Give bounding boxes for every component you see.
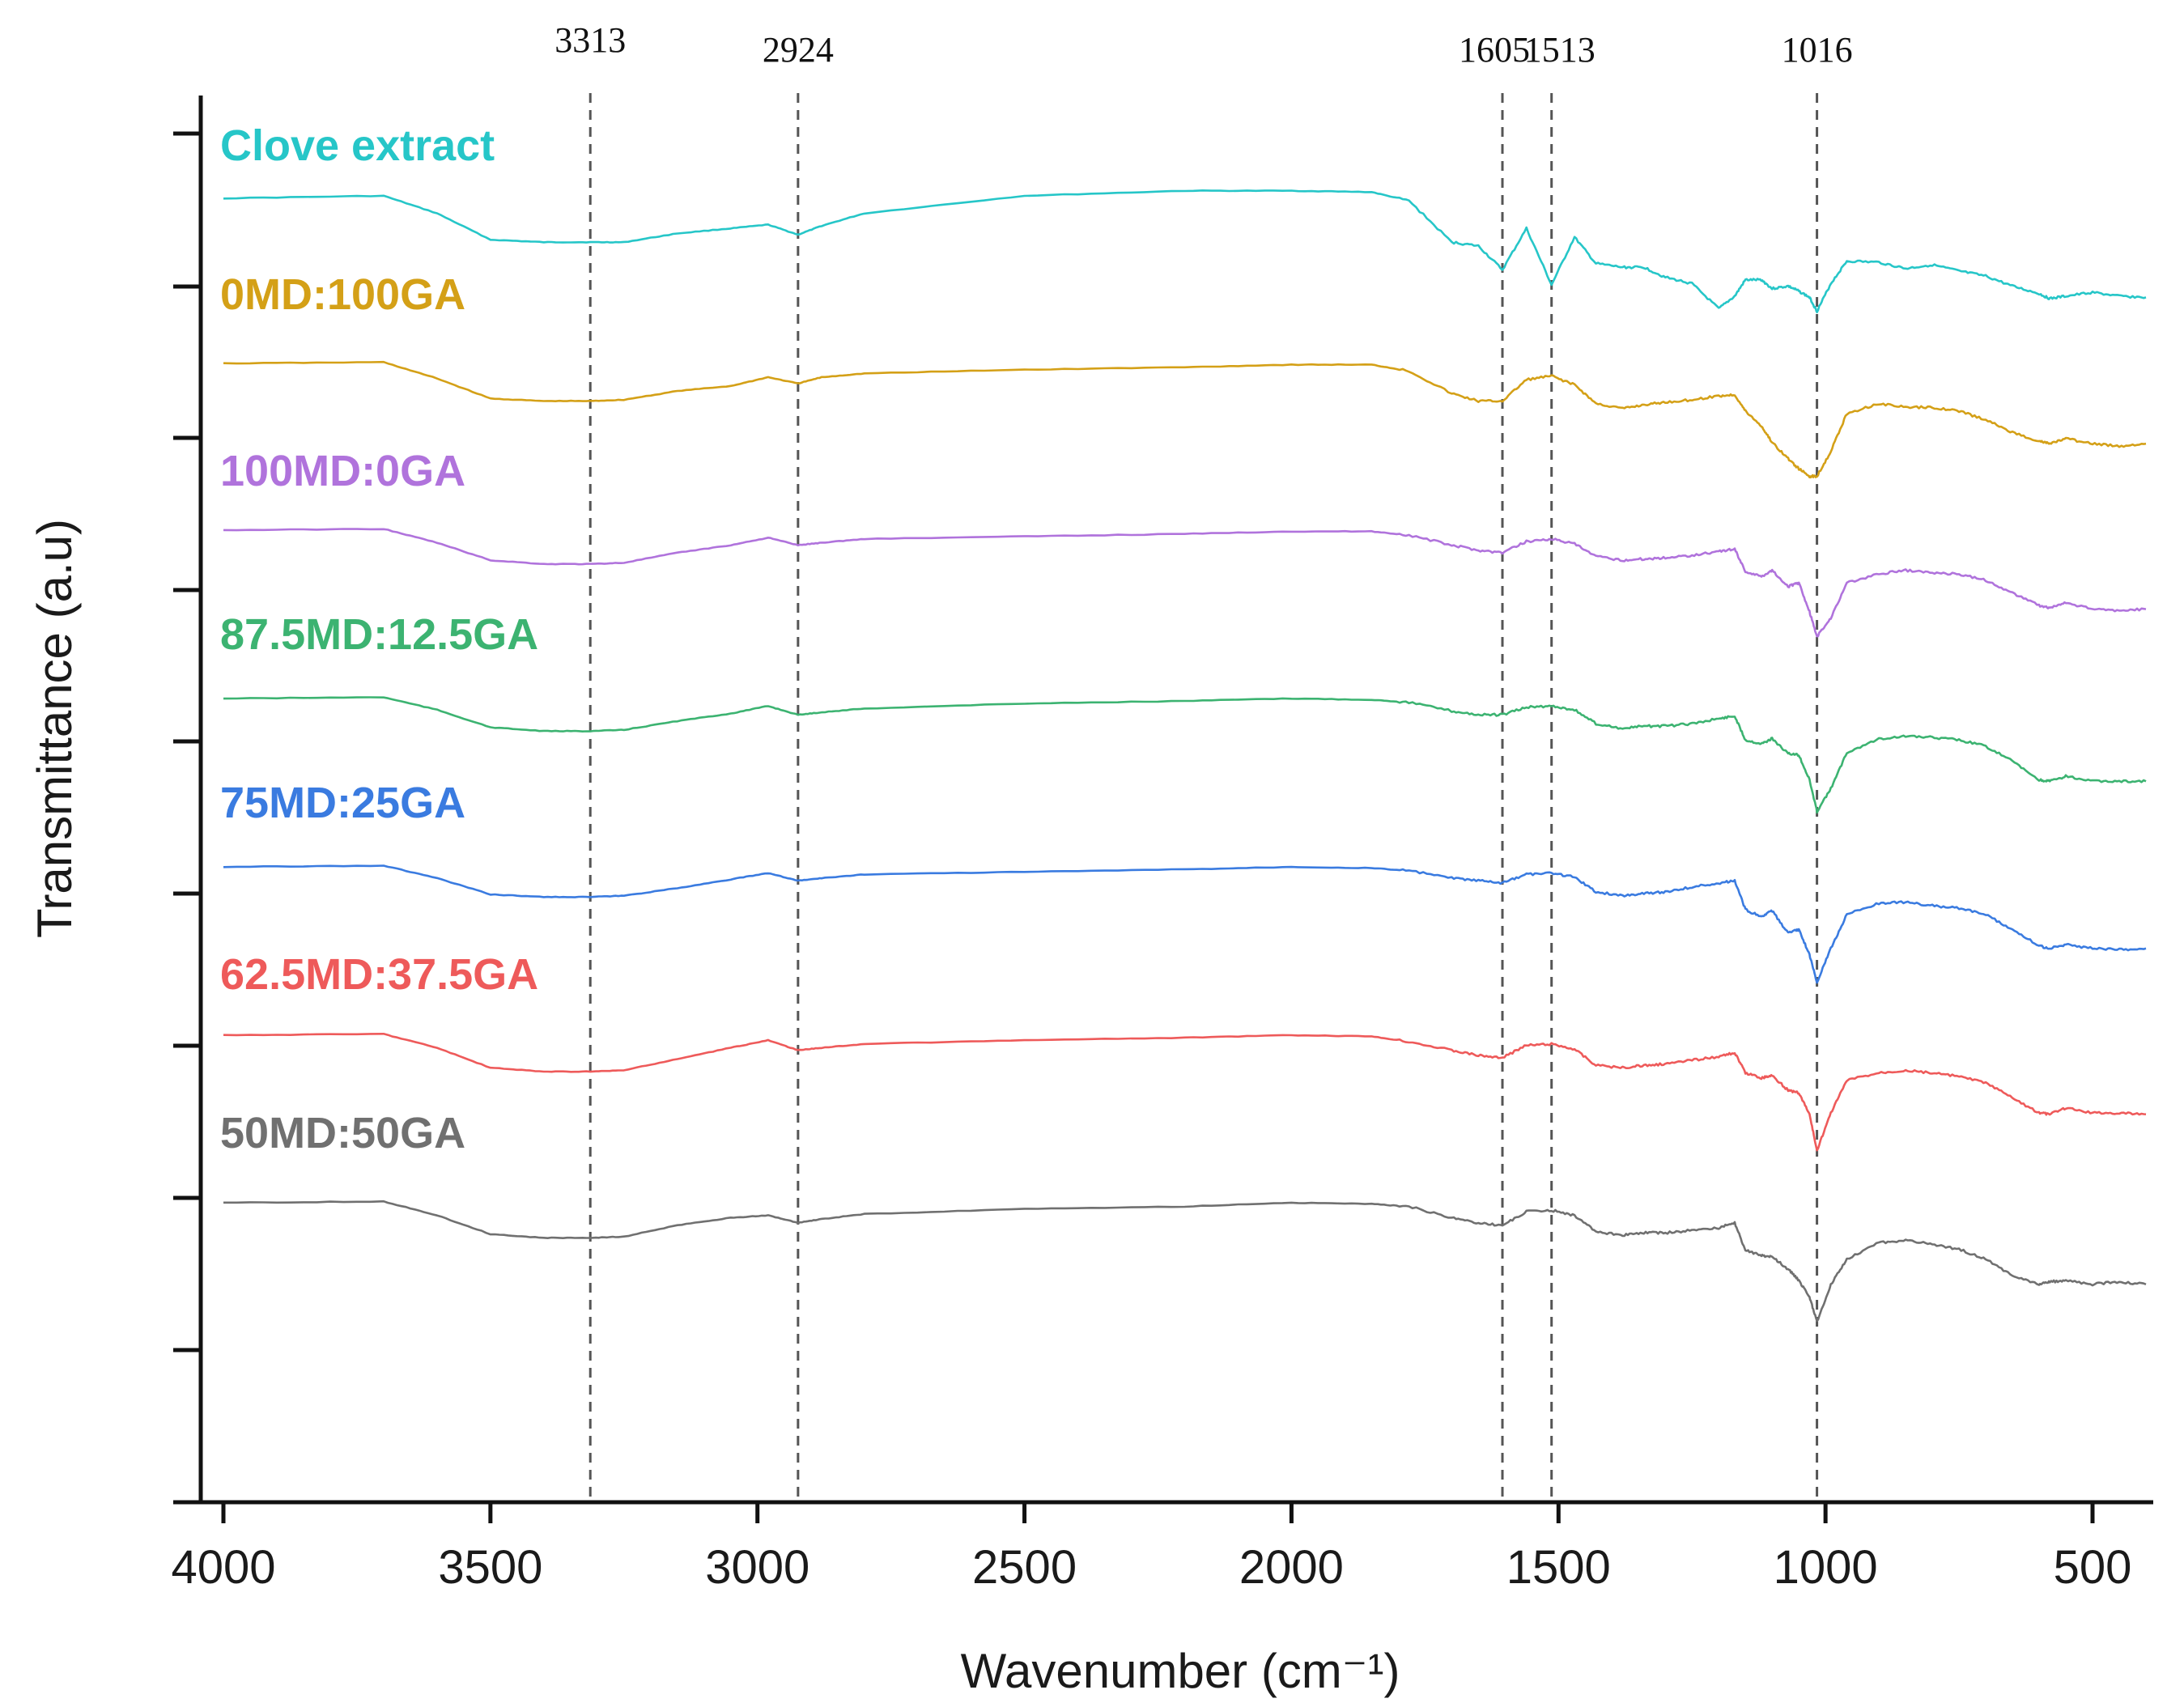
trace-87-5md-12-5ga xyxy=(223,696,2147,814)
trace-75md-25ga xyxy=(223,864,2147,984)
series-label-clove-extract: Clove extract xyxy=(220,121,495,170)
spectrum-traces xyxy=(223,189,2147,1323)
trace-clove-extract xyxy=(223,189,2147,314)
trace-100md-0ga xyxy=(223,528,2147,638)
x-tick-label-3000: 3000 xyxy=(705,1541,809,1594)
series-label-0md-100ga: 0MD:100GA xyxy=(220,270,465,319)
trace-0md-100ga xyxy=(223,360,2147,479)
series-label-62-5md-37-5ga: 62.5MD:37.5GA xyxy=(220,950,538,999)
y-axis-title: Transmittance (a.u) xyxy=(28,519,82,938)
x-tick-label-3500: 3500 xyxy=(438,1541,542,1594)
series-label-50md-50ga: 50MD:50GA xyxy=(220,1109,465,1157)
x-axis-title: Wavenumber (cm⁻¹) xyxy=(961,1644,1400,1698)
trace-50md-50ga xyxy=(223,1200,2147,1323)
series-label-87-5md-12-5ga: 87.5MD:12.5GA xyxy=(220,610,538,659)
peak-label-3313: 3313 xyxy=(554,20,626,60)
x-tick-label-500: 500 xyxy=(2054,1541,2132,1594)
series-label-100md-0ga: 100MD:0GA xyxy=(220,447,465,495)
trace-62-5md-37-5ga xyxy=(223,1033,2147,1152)
x-tick-label-1000: 1000 xyxy=(1774,1541,1878,1594)
peak-label-1513: 1513 xyxy=(1524,30,1596,70)
x-tick-label-4000: 4000 xyxy=(171,1541,275,1594)
peak-marker-lines xyxy=(588,93,1819,1502)
peak-label-1016: 1016 xyxy=(1782,30,1853,70)
x-tick-label-2000: 2000 xyxy=(1239,1541,1344,1594)
x-axis-ticks: 4000 3500 3000 2500 2000 1500 1000 500 xyxy=(171,1502,2131,1594)
series-labels: Clove extract 0MD:100GA 100MD:0GA 87.5MD:12… xyxy=(220,121,538,1157)
peak-label-2924: 2924 xyxy=(763,30,834,70)
series-label-75md-25ga: 75MD:25GA xyxy=(220,779,465,827)
x-tick-label-1500: 1500 xyxy=(1506,1541,1611,1594)
peak-label-1605: 1605 xyxy=(1459,30,1530,70)
x-tick-label-2500: 2500 xyxy=(972,1541,1077,1594)
y-axis-ticks xyxy=(173,131,201,1352)
